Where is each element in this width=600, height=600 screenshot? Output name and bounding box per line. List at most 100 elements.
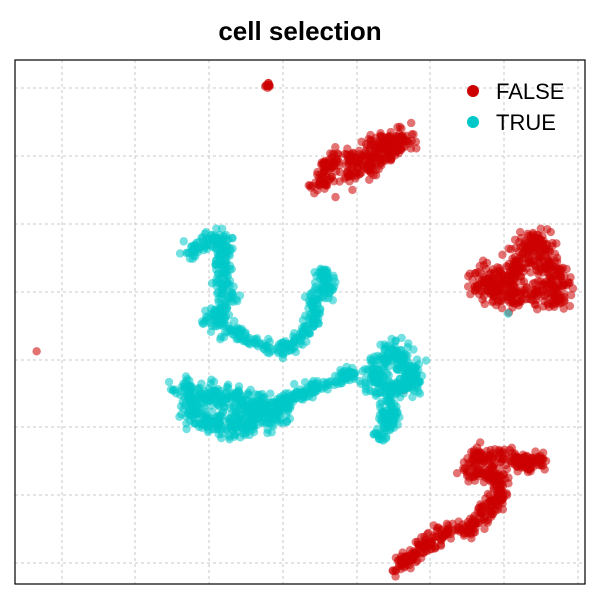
point-false <box>550 302 559 312</box>
point-true <box>222 236 231 245</box>
point-true <box>238 425 248 434</box>
point-false <box>531 262 540 271</box>
point-true <box>243 388 253 398</box>
legend-label-false: FALSE <box>496 79 564 104</box>
point-true <box>222 287 232 296</box>
point-true <box>283 339 292 349</box>
point-true <box>230 316 239 326</box>
point-false <box>506 245 516 254</box>
legend-marker-false <box>467 85 479 97</box>
point-true <box>503 309 513 318</box>
point-false <box>475 261 485 271</box>
point-false <box>310 189 319 198</box>
point-false <box>566 291 576 300</box>
point-true <box>361 387 371 396</box>
point-true <box>401 384 411 393</box>
point-true <box>301 311 310 320</box>
point-false <box>502 262 511 271</box>
point-false <box>483 518 493 527</box>
point-true <box>382 432 391 442</box>
point-true <box>263 348 272 357</box>
point-false <box>533 305 542 314</box>
point-true <box>386 342 395 351</box>
point-true <box>290 379 299 389</box>
point-false <box>489 453 498 462</box>
point-false <box>534 453 544 462</box>
point-false <box>366 137 375 146</box>
point-false <box>315 181 324 190</box>
point-false <box>536 224 545 233</box>
point-true <box>181 401 190 410</box>
point-true <box>329 380 339 390</box>
point-false <box>342 157 352 166</box>
point-false <box>335 177 344 186</box>
point-true <box>312 384 321 393</box>
point-false <box>543 225 552 234</box>
point-false <box>506 276 515 286</box>
point-false <box>331 192 340 202</box>
point-true <box>349 372 359 381</box>
point-false <box>384 132 393 141</box>
point-true <box>263 401 272 411</box>
point-true <box>190 252 200 261</box>
point-false <box>544 264 554 274</box>
point-true <box>241 408 250 417</box>
point-true <box>310 285 319 294</box>
point-true <box>207 321 216 331</box>
point-false <box>491 269 501 279</box>
point-true <box>229 402 238 411</box>
point-false <box>394 149 403 158</box>
point-true <box>415 389 425 398</box>
point-true <box>175 249 185 258</box>
point-true <box>291 347 301 357</box>
point-false <box>335 167 344 177</box>
point-true <box>213 400 223 409</box>
point-false <box>369 170 378 180</box>
point-true <box>195 383 204 393</box>
point-true <box>239 336 248 346</box>
point-false <box>544 247 553 256</box>
point-false <box>523 237 533 247</box>
point-true <box>209 377 219 386</box>
point-false <box>468 455 478 464</box>
point-false <box>470 515 479 525</box>
plot-frame <box>14 59 586 585</box>
point-true <box>228 244 237 253</box>
point-false <box>533 276 543 286</box>
point-false <box>488 461 497 471</box>
point-true <box>221 312 231 321</box>
point-true <box>421 356 431 365</box>
point-true <box>214 278 224 288</box>
point-true <box>290 329 299 338</box>
point-true <box>412 378 422 387</box>
point-false <box>427 537 436 547</box>
point-true <box>253 390 263 400</box>
point-true <box>320 294 330 303</box>
point-true <box>309 376 318 386</box>
point-true <box>263 425 272 434</box>
point-false <box>559 281 569 290</box>
point-false <box>466 530 476 539</box>
point-true <box>214 236 224 246</box>
point-false <box>412 144 421 153</box>
point-true <box>274 404 284 413</box>
point-false <box>343 144 352 153</box>
point-false <box>515 296 525 306</box>
point-false <box>565 301 575 311</box>
point-true <box>390 409 399 418</box>
point-false <box>481 278 490 288</box>
point-false <box>505 445 514 455</box>
point-false <box>547 275 556 285</box>
point-false <box>331 142 340 152</box>
point-false <box>480 299 489 309</box>
point-true <box>284 397 293 406</box>
point-true <box>371 372 381 381</box>
point-false <box>493 297 503 307</box>
point-false <box>436 525 445 534</box>
point-true <box>224 423 233 432</box>
point-false <box>484 475 493 484</box>
point-false <box>392 138 401 147</box>
point-false <box>395 122 405 132</box>
point-false <box>525 465 534 474</box>
